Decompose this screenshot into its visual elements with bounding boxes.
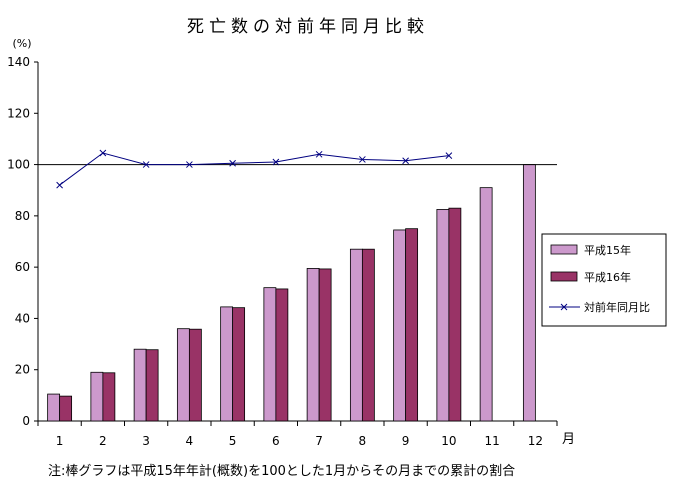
y-tick-label: 40	[15, 311, 30, 325]
x-tick-label: 9	[402, 434, 410, 448]
ratio-point	[56, 181, 63, 189]
bar-h15	[306, 268, 320, 422]
bar-h15	[349, 248, 363, 422]
y-tick-label: 0	[22, 414, 30, 428]
legend-swatch-h15	[550, 244, 578, 255]
bar-h15	[176, 328, 190, 422]
ratio-point	[445, 152, 453, 159]
footnote: 注:棒グラフは平成15年年計(概数)を100とした1月からその月までの累計の割合	[48, 463, 515, 479]
y-tick-label: 100	[7, 158, 30, 172]
legend-line-marker	[549, 303, 580, 311]
x-tick-label: 2	[99, 434, 107, 448]
x-tick-label: 7	[315, 434, 323, 448]
x-tick-label: 10	[441, 434, 456, 448]
bar-h15	[522, 164, 536, 422]
bar-h16	[448, 207, 462, 422]
chart-title: 死亡数の対前年同月比較	[187, 17, 429, 37]
ratio-line	[59, 152, 449, 186]
bar-h16	[232, 307, 246, 422]
y-tick-label: 20	[15, 363, 30, 377]
legend: 平成15年 平成16年 対前年同月比	[541, 233, 667, 327]
bar-h16	[361, 248, 375, 422]
ratio-point	[99, 149, 107, 157]
ratio-point	[359, 156, 366, 163]
x-tick-label: 1	[56, 434, 64, 448]
bar-h16	[405, 228, 419, 422]
ratio-point	[229, 159, 236, 167]
bar-h15	[393, 229, 407, 422]
bar-h16	[188, 328, 202, 422]
legend-label-h16: 平成16年	[584, 270, 631, 284]
x-axis-unit-label: 月	[562, 432, 575, 447]
legend-label-h15: 平成15年	[584, 243, 631, 257]
x-tick-label: 12	[528, 434, 543, 448]
bar-h16	[275, 288, 289, 422]
ratio-point	[186, 161, 193, 168]
x-tick-label: 8	[359, 434, 367, 448]
ratio-point	[142, 161, 150, 168]
ratio-point	[402, 157, 409, 165]
bar-h16	[318, 268, 332, 422]
x-tick-label: 11	[484, 434, 499, 448]
bar-h15	[47, 393, 61, 422]
y-tick-label: 80	[15, 209, 30, 223]
x-tick-label: 3	[142, 434, 150, 448]
bar-h16	[145, 349, 159, 422]
bar-h15	[263, 287, 277, 422]
bar-h16	[102, 372, 116, 422]
bar-h15	[133, 348, 147, 422]
bar-h15	[220, 306, 234, 422]
bar-h16	[59, 395, 73, 422]
y-axis-unit-label: (%)	[12, 37, 31, 50]
legend-label-ratio: 対前年同月比	[584, 300, 650, 314]
ratio-point	[315, 150, 323, 158]
bar-h15	[90, 371, 104, 422]
x-tick-label: 5	[229, 434, 237, 448]
x-tick-label: 6	[272, 434, 280, 448]
y-tick-label: 120	[7, 106, 30, 120]
bar-h15	[436, 209, 450, 422]
legend-swatch-h16	[550, 271, 578, 282]
bar-h15	[479, 187, 493, 422]
y-tick-label: 140	[7, 55, 30, 69]
x-tick-label: 4	[186, 434, 194, 448]
y-tick-label: 60	[15, 260, 30, 274]
ratio-point	[272, 158, 280, 166]
